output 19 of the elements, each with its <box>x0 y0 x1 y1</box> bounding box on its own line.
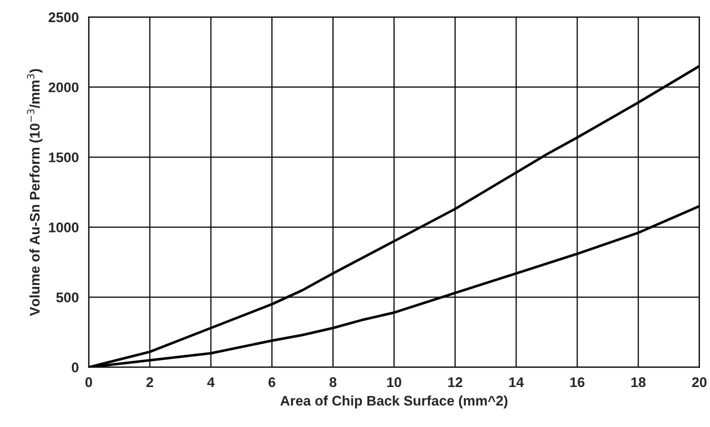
x-tick-label: 20 <box>692 377 707 388</box>
x-tick-label: 18 <box>631 377 646 388</box>
x-axis-title: Area of Chip Back Surface (mm^2) <box>280 395 508 408</box>
x-tick-label: 16 <box>570 377 584 388</box>
x-tick-label: 8 <box>330 377 336 388</box>
y-tick-label: 500 <box>56 292 78 302</box>
y-tick-label: 1000 <box>49 222 78 232</box>
x-tick-label: 14 <box>509 377 524 388</box>
y-tick-label: 2000 <box>48 82 78 92</box>
y-tick-label: 1500 <box>49 152 78 162</box>
x-tick-label: 2 <box>146 377 154 388</box>
y-axis-title: Volume of Au-Sn Perform (10$^{−3}$/mm$^{3}$) <box>27 69 42 316</box>
x-tick-label: 6 <box>268 377 276 388</box>
x-tick-label: 0 <box>85 377 92 388</box>
y-tick-label: 2500 <box>48 12 78 22</box>
y-tick-label: 0 <box>72 362 78 372</box>
x-tick-label: 10 <box>387 377 402 388</box>
x-tick-label: 4 <box>207 377 215 388</box>
x-tick-label: 12 <box>448 377 462 388</box>
